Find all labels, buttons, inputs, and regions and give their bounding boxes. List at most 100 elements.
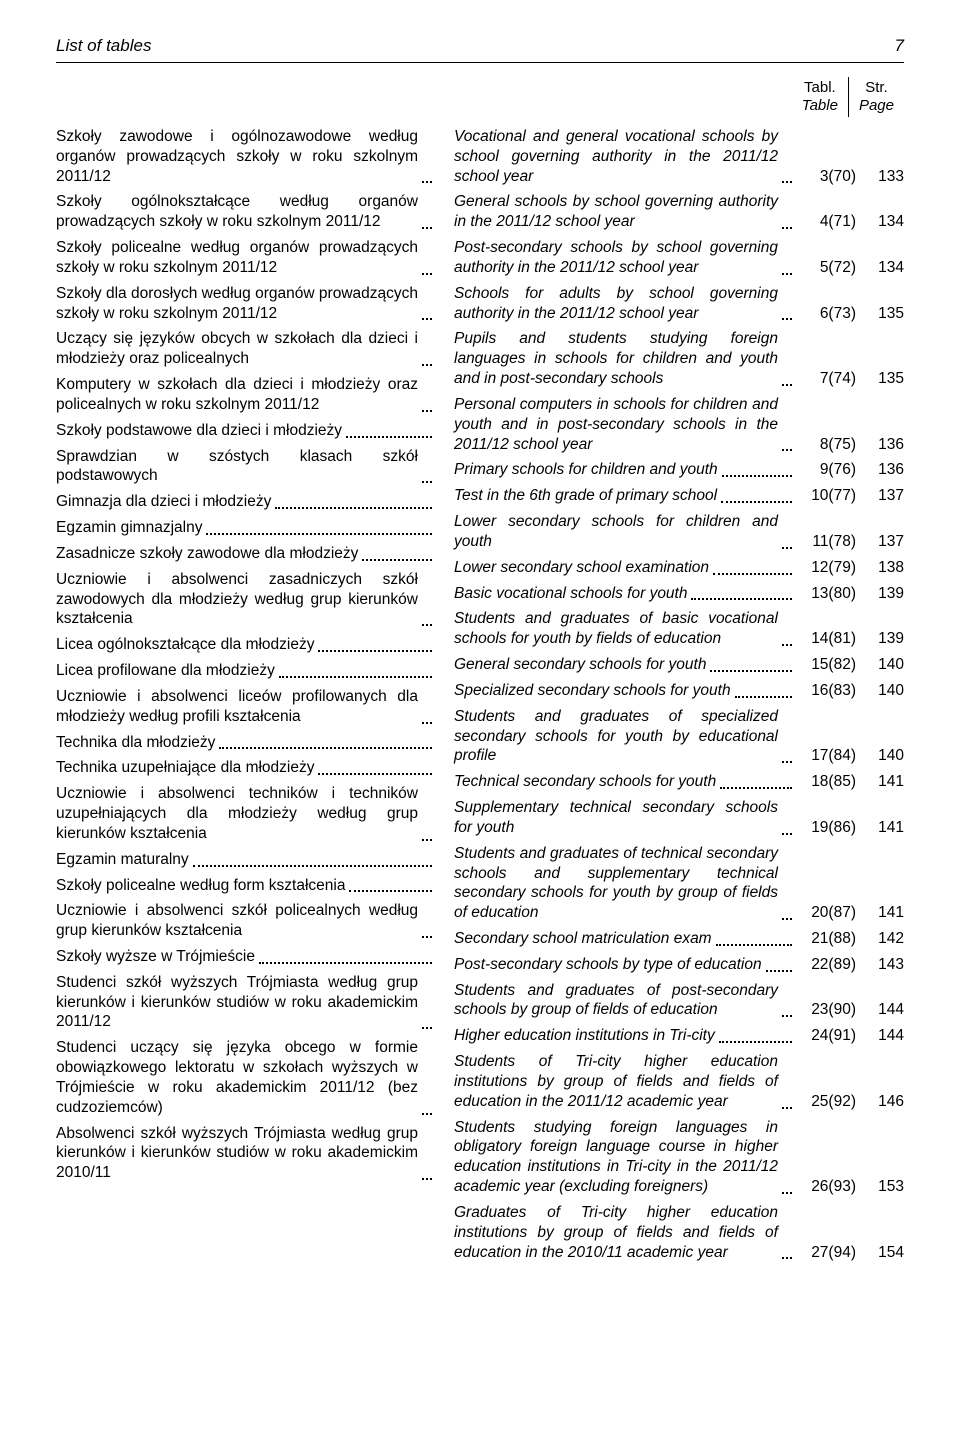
leader-dots — [422, 318, 432, 320]
toc-table-no: 26(93) — [802, 1177, 856, 1197]
toc-left-row: Uczniowie i absolwenci zasadniczych szkó… — [56, 570, 436, 629]
toc-right-row: Secondary school matriculation exam21(88… — [454, 929, 904, 949]
hm-str-pl: Str. — [865, 79, 888, 96]
toc-table-no: 19(86) — [802, 818, 856, 838]
toc-right-text: General secondary schools for youth — [454, 655, 706, 675]
toc-table-no: 27(94) — [802, 1243, 856, 1263]
columns: Szkoły zawodowe i ogólnozawodowe według … — [56, 127, 904, 1268]
toc-left-row: Szkoły ogólnokształcące według organów p… — [56, 192, 436, 232]
toc-numbers: 10(77) 137 — [796, 486, 904, 506]
toc-table-no: 10(77) — [802, 486, 856, 506]
toc-left-text: Absolwenci szkół wyższych Trójmiasta wed… — [56, 1124, 418, 1183]
toc-page-no: 141 — [870, 772, 904, 792]
toc-left-row: Uczniowie i absolwenci techników i techn… — [56, 784, 436, 843]
hm-page-en: Page — [859, 97, 894, 115]
leader-dots — [710, 670, 792, 672]
page-number: 7 — [895, 36, 904, 56]
toc-table-no: 23(90) — [802, 1000, 856, 1020]
toc-numbers: 21(88)142 — [796, 929, 904, 949]
toc-left-row: Egzamin gimnazjalny — [56, 518, 436, 538]
toc-numbers: 5(72)134 — [796, 258, 904, 278]
toc-page-no: 137 — [870, 532, 904, 552]
toc-table-no: 3(70) — [802, 167, 856, 187]
toc-right-text: Basic vocational schools for youth — [454, 584, 687, 604]
toc-right-row: Students of Tri-city higher education in… — [454, 1052, 904, 1111]
toc-page-no: 137 — [870, 486, 904, 506]
toc-right-text: General schools by school governing auth… — [454, 192, 778, 232]
leader-dots — [422, 410, 432, 412]
toc-left-row: Komputery w szkołach dla dzieci i młodzi… — [56, 375, 436, 415]
leader-dots — [422, 227, 432, 229]
toc-page-no: 134 — [870, 212, 904, 232]
toc-table-no: 7(74) — [802, 369, 856, 389]
leader-dots — [691, 598, 792, 600]
toc-numbers: 9(76)136 — [796, 460, 904, 480]
leader-dots — [782, 1257, 792, 1259]
leader-dots — [782, 1015, 792, 1017]
hm-table-en: Table — [802, 97, 838, 115]
leader-dots — [782, 449, 792, 451]
toc-right-text: Post-secondary schools by school governi… — [454, 238, 778, 278]
toc-numbers: 15(82)140 — [796, 655, 904, 675]
leader-dots — [219, 747, 432, 749]
toc-left-text: Szkoły ogólnokształcące według organów p… — [56, 192, 418, 232]
leader-dots — [422, 181, 432, 183]
toc-right-row: Personal computers in schools for childr… — [454, 395, 904, 454]
toc-page-no: 144 — [870, 1026, 904, 1046]
toc-left-text: Licea ogólnokształcące dla młodzieży — [56, 635, 314, 655]
toc-numbers: 13(80)139 — [796, 584, 904, 604]
leader-dots — [193, 865, 432, 867]
toc-right-text: Lower secondary school examination — [454, 558, 709, 578]
toc-right-row: Specialized secondary schools for youth 1… — [454, 681, 904, 701]
toc-right-text: Specialized secondary schools for youth — [454, 681, 731, 701]
toc-right-text: Supplementary technical secondary school… — [454, 798, 778, 838]
toc-left-row: Studenci szkół wyższych Trójmiasta wedłu… — [56, 973, 436, 1032]
toc-left-text: Uczący się języków obcych w szkołach dla… — [56, 329, 418, 369]
toc-right-row: Students and graduates of specialized se… — [454, 707, 904, 766]
toc-page-no: 136 — [870, 460, 904, 480]
toc-right-row: Lower secondary school examination12(79)… — [454, 558, 904, 578]
toc-left-row: Uczniowie i absolwenci liceów profilowan… — [56, 687, 436, 727]
leader-dots — [422, 481, 432, 483]
toc-page-no: 140 — [870, 681, 904, 701]
toc-right-row: Primary schools for children and youth9(… — [454, 460, 904, 480]
leader-dots — [782, 547, 792, 549]
toc-table-no: 17(84) — [802, 746, 856, 766]
page: List of tables 7 Tabl. Table Str. Page S… — [0, 0, 960, 1440]
toc-right-row: Students and graduates of post-secondary… — [454, 981, 904, 1021]
toc-right-text: Students studying foreign languages in o… — [454, 1118, 778, 1197]
toc-table-no: 21(88) — [802, 929, 856, 949]
toc-numbers: 14(81)139 — [796, 629, 904, 649]
toc-page-no: 135 — [870, 369, 904, 389]
toc-left-row: Licea ogólnokształcące dla młodzieży — [56, 635, 436, 655]
leader-dots — [318, 650, 432, 652]
toc-right-row: Higher education institutions in Tri-cit… — [454, 1026, 904, 1046]
toc-right-text: Students and graduates of technical seco… — [454, 844, 778, 923]
toc-left-row: Szkoły policealne według organów prowadz… — [56, 238, 436, 278]
toc-left-row: Uczniowie i absolwenci szkół policealnyc… — [56, 901, 436, 941]
toc-right-text: Higher education institutions in Tri-cit… — [454, 1026, 715, 1046]
toc-right-row: Post-secondary schools by type of educat… — [454, 955, 904, 975]
toc-page-no: 153 — [870, 1177, 904, 1197]
toc-left-text: Licea profilowane dla młodzieży — [56, 661, 275, 681]
leader-dots — [279, 676, 432, 678]
leader-dots — [318, 773, 432, 775]
toc-table-no: 22(89) — [802, 955, 856, 975]
toc-numbers: 19(86)141 — [796, 818, 904, 838]
right-column: Vocational and general vocational school… — [454, 127, 904, 1268]
leader-dots — [362, 559, 432, 561]
toc-left-text: Szkoły dla dorosłych według organów prow… — [56, 284, 418, 324]
toc-right-row: Students and graduates of basic vocation… — [454, 609, 904, 649]
toc-table-no: 6(73) — [802, 304, 856, 324]
toc-numbers: 25(92)146 — [796, 1092, 904, 1112]
toc-right-row: Technical secondary schools for youth18(… — [454, 772, 904, 792]
toc-left-text: Szkoły podstawowe dla dzieci i młodzieży — [56, 421, 342, 441]
toc-left-text: Uczniowie i absolwenci techników i techn… — [56, 784, 418, 843]
toc-left-text: Gimnazja dla dzieci i młodzieży — [56, 492, 271, 512]
toc-right-text: Technical secondary schools for youth — [454, 772, 716, 792]
toc-page-no: 140 — [870, 655, 904, 675]
toc-page-no: 143 — [870, 955, 904, 975]
toc-left-text: Uczniowie i absolwenci liceów profilowan… — [56, 687, 418, 727]
toc-left-text: Szkoły policealne według form kształceni… — [56, 876, 345, 896]
leader-dots — [782, 181, 792, 183]
